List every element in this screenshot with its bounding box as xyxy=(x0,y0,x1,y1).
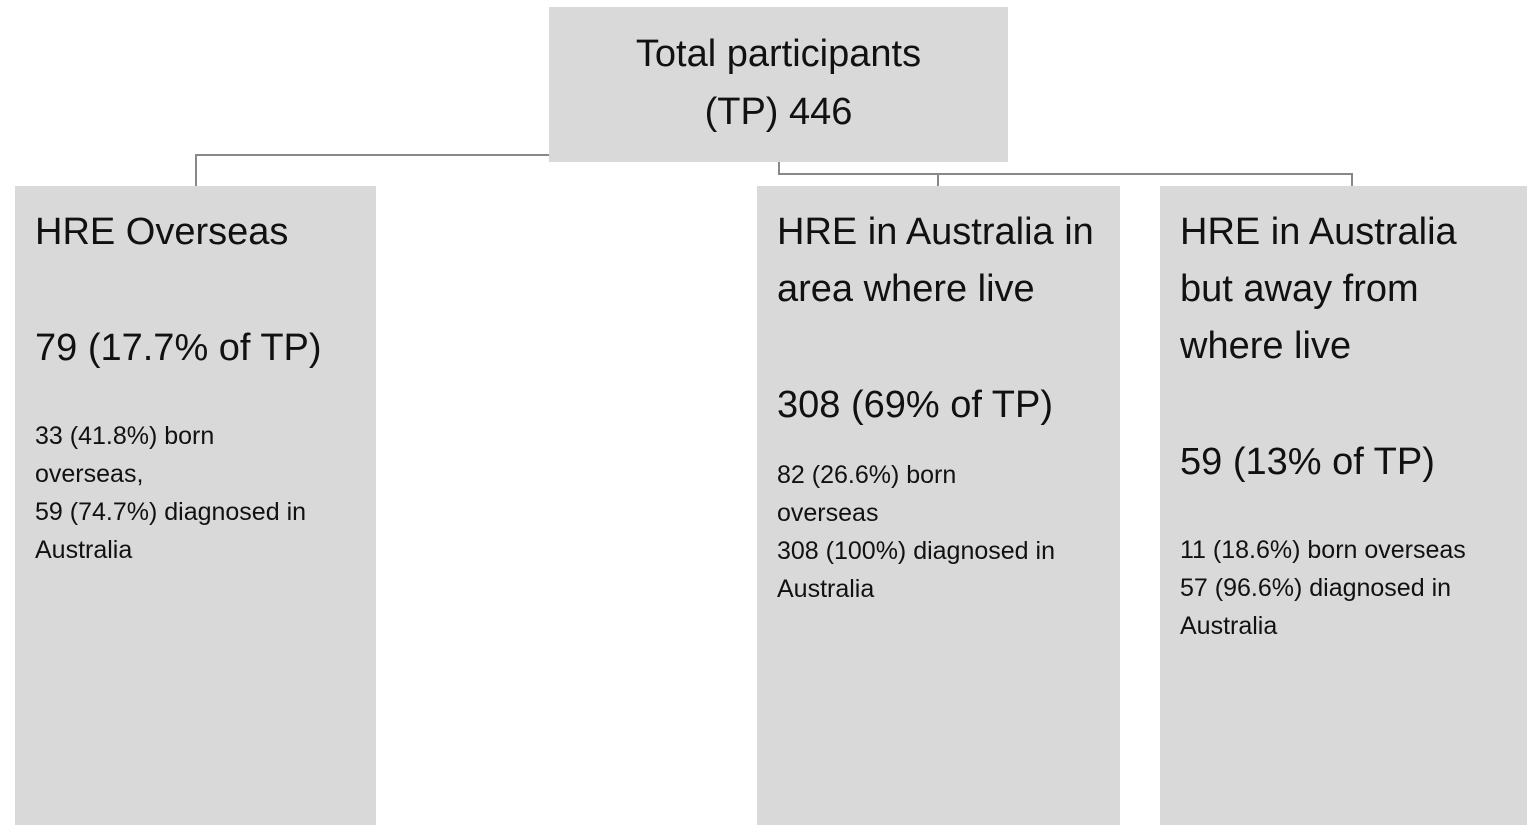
root-line: Total participants xyxy=(635,33,922,75)
node-value: 79 (17.7% of TP) xyxy=(35,327,322,369)
node: HRE in Australia but away from where liv… xyxy=(1160,186,1527,825)
node-details: 33 (41.8%) born overseas, 59 (74.7%) dia… xyxy=(35,417,346,569)
detail: 59 (74.7%) diagnosed in Australia xyxy=(35,498,307,564)
detail: 33 (41.8%) born overseas, xyxy=(35,422,215,488)
node-title: HRE in Australia in area where live xyxy=(777,211,1094,310)
node-value: 59 (13% of TP) xyxy=(1180,441,1435,483)
root-line: (TP) 446 xyxy=(704,91,853,133)
node-details: 11 (18.6%) born overseas 57 (96.6%) diag… xyxy=(1180,531,1500,645)
connector xyxy=(195,154,549,186)
node: HRE in Australia in area where live 308 … xyxy=(757,186,1120,825)
detail: 308 (100%) diagnosed in Australia xyxy=(777,537,1055,603)
node-title: HRE in Australia but away from where liv… xyxy=(1180,211,1457,367)
node-details: 82 (26.6%) born overseas 308 (100%) diag… xyxy=(777,456,1110,608)
node-title: HRE Overseas xyxy=(35,211,289,253)
node: HRE Overseas 79 (17.7% of TP) 33 (41.8%)… xyxy=(15,186,376,825)
detail: 11 (18.6%) born overseas xyxy=(1180,536,1466,564)
root-node: Total participants (TP) 446 xyxy=(549,7,1008,162)
node-value: 308 (69% of TP) xyxy=(777,384,1054,426)
detail: 82 (26.6%) born overseas xyxy=(777,461,957,527)
detail: 57 (96.6%) diagnosed in Australia xyxy=(1180,574,1452,640)
connector xyxy=(778,162,1353,186)
